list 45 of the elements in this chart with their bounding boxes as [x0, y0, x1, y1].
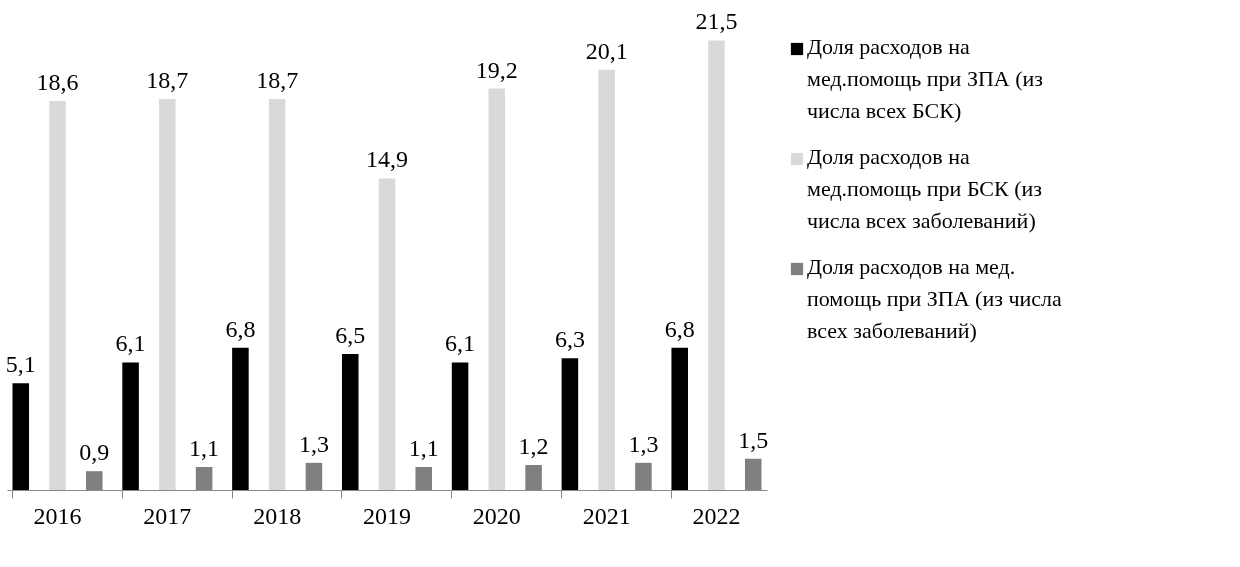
- data-label: 1,3: [628, 430, 659, 457]
- data-label: 20,1: [585, 37, 628, 64]
- data-label: 6,3: [554, 326, 585, 353]
- bar: [708, 40, 725, 490]
- data-label: 18,7: [256, 67, 299, 93]
- data-label: 6,1: [445, 330, 476, 357]
- data-label: 18,7: [146, 67, 189, 93]
- data-label: 19,2: [475, 56, 518, 83]
- data-label: 6,5: [335, 322, 366, 349]
- x-tick-label: 2019: [363, 502, 411, 529]
- bar: [12, 383, 30, 490]
- bar: [122, 362, 139, 490]
- x-tick-label: 2020: [472, 502, 521, 529]
- legend-label: Доля расходов на мед. помощь при ЗПА (из числа всех заболеваний): [807, 254, 1062, 343]
- x-tick-label: 2021: [582, 502, 631, 529]
- data-label: 1,5: [738, 426, 769, 453]
- x-tick-label: 2016: [33, 502, 82, 529]
- bar: [49, 101, 66, 490]
- data-label: 6,8: [225, 315, 256, 342]
- data-label: 1,1: [408, 435, 439, 461]
- bar: [488, 88, 506, 490]
- legend-label: Доля расходов на мед.помощь при ЗПА (из числа всех БСК): [807, 34, 1043, 123]
- data-label: 1,1: [189, 435, 220, 461]
- bar: [671, 347, 688, 490]
- data-label: 5,1: [5, 351, 36, 378]
- data-label: 21,5: [695, 8, 738, 35]
- bar: [341, 354, 359, 490]
- data-label: 1,2: [518, 432, 549, 459]
- x-tick-label: 2018: [253, 502, 302, 529]
- data-label: 0,9: [79, 439, 110, 466]
- bar: [232, 347, 249, 490]
- bar: [378, 178, 396, 490]
- bar: [451, 362, 469, 490]
- bar: [561, 358, 579, 490]
- data-label: 18,6: [36, 69, 79, 96]
- bar: [268, 99, 286, 490]
- x-tick-label: 2022: [692, 502, 741, 529]
- data-label: 14,9: [366, 146, 408, 173]
- bar: [598, 69, 615, 490]
- data-label: 6,8: [664, 315, 695, 342]
- x-tick-label: 2017: [143, 502, 192, 529]
- data-label: 1,3: [298, 430, 329, 457]
- bar: [159, 99, 176, 490]
- legend-label: Доля расходов на мед.помощь при БСК (из числа всех заболеваний): [807, 144, 1043, 233]
- data-label: 6,1: [115, 330, 146, 357]
